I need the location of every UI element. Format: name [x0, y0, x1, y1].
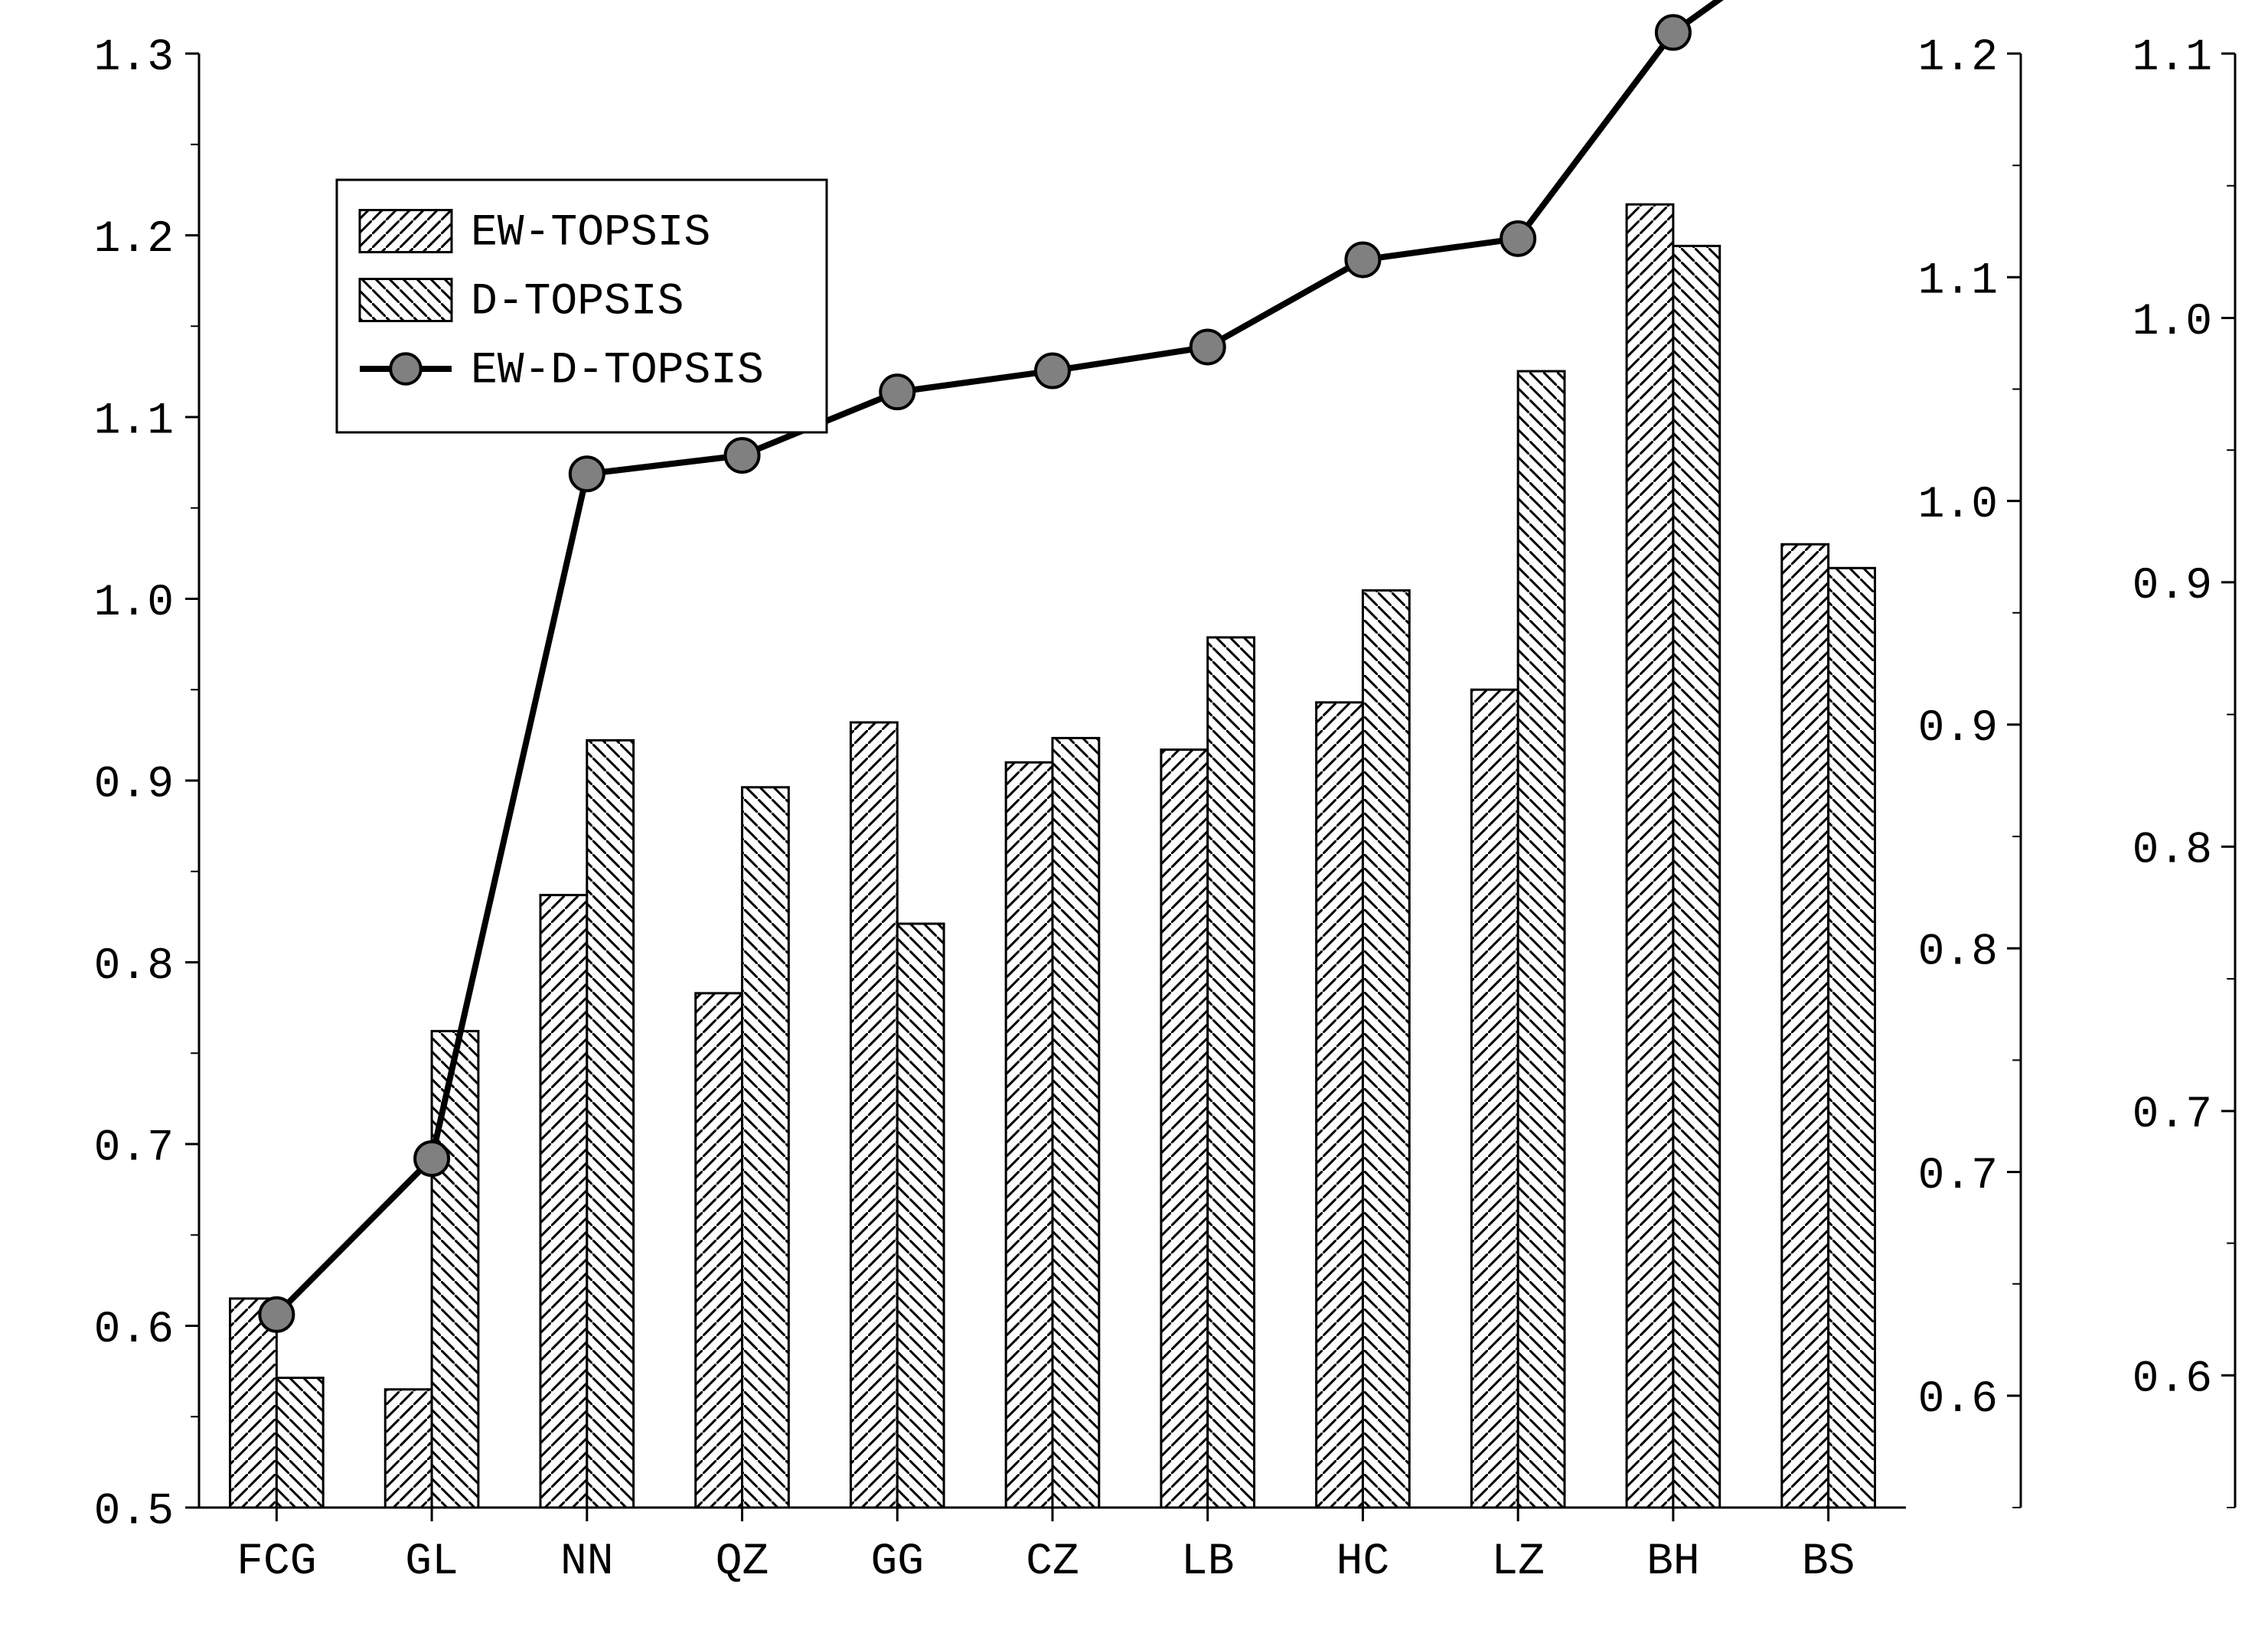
y-right3-tick-label: 1.0	[2133, 298, 2212, 347]
bar-d-topsis	[432, 1031, 478, 1508]
bar-ew-topsis	[1782, 544, 1829, 1508]
bar-ew-topsis	[1471, 689, 1518, 1508]
x-tick-label: LB	[1181, 1537, 1235, 1587]
legend-ew-topsis-swatch	[360, 210, 452, 253]
x-tick-label: GG	[870, 1537, 924, 1587]
bar-ew-topsis	[540, 895, 587, 1508]
legend-ew-topsis-label: EW-TOPSIS	[471, 208, 710, 258]
y-left-tick-label: 0.8	[94, 942, 174, 992]
marker-ew-d-topsis	[415, 1142, 449, 1175]
y-left-tick-label: 0.6	[94, 1306, 174, 1355]
bar-d-topsis	[1518, 371, 1565, 1508]
bar-ew-topsis	[850, 722, 897, 1508]
marker-ew-d-topsis	[570, 457, 604, 491]
marker-ew-d-topsis	[880, 375, 914, 409]
bar-d-topsis	[742, 787, 789, 1508]
y-left-tick-label: 0.5	[94, 1487, 174, 1537]
y-left-tick-label: 0.9	[94, 760, 174, 810]
x-tick-label: GL	[405, 1537, 458, 1587]
marker-ew-d-topsis	[1036, 354, 1069, 388]
bar-ew-topsis	[1317, 703, 1363, 1508]
y-right3-tick-label: 0.7	[2133, 1090, 2212, 1140]
legend: EW-TOPSIS D-TOPSIS EW-D-TOPSIS	[337, 180, 827, 432]
bar-d-topsis	[1362, 591, 1409, 1508]
legend-d-topsis-label: D-TOPSIS	[471, 277, 684, 327]
x-tick-label: LZ	[1491, 1537, 1545, 1587]
marker-ew-d-topsis	[726, 438, 759, 472]
bar-ew-topsis	[1627, 204, 1673, 1508]
bar-d-topsis	[1829, 568, 1875, 1508]
marker-ew-d-topsis	[1656, 15, 1690, 49]
legend-d-topsis-swatch	[360, 279, 452, 321]
y-right3-tick-label: 0.9	[2133, 562, 2212, 611]
marker-ew-d-topsis	[1501, 222, 1535, 256]
y-left-tick-label: 1.2	[94, 215, 174, 265]
y-left-tick-label: 1.1	[94, 396, 174, 446]
y-left-tick-label: 1.3	[94, 33, 174, 83]
x-tick-label: CZ	[1026, 1537, 1079, 1587]
bar-d-topsis	[1673, 246, 1720, 1508]
y-right3-tick-label: 1.1	[2133, 33, 2212, 83]
bar-d-topsis	[1208, 637, 1255, 1508]
y-right2-tick-label: 0.8	[1918, 928, 1998, 978]
y-right2-tick-label: 1.1	[1918, 257, 1998, 307]
y-right2-tick-label: 1.0	[1918, 481, 1998, 530]
x-tick-label: FCG	[237, 1537, 316, 1587]
bar-ew-topsis	[1161, 750, 1208, 1508]
legend-ew-d-topsis-label: EW-D-TOPSIS	[471, 346, 764, 396]
bar-d-topsis	[276, 1377, 323, 1508]
legend-ew-d-topsis-swatch	[390, 354, 421, 384]
marker-ew-d-topsis	[259, 1298, 293, 1332]
bar-d-topsis	[1052, 738, 1099, 1508]
y-right2-tick-label: 1.2	[1918, 33, 1998, 83]
x-tick-label: NN	[560, 1537, 614, 1587]
marker-ew-d-topsis	[1191, 330, 1225, 363]
marker-ew-d-topsis	[1346, 243, 1379, 276]
bar-d-topsis	[587, 740, 634, 1508]
y-right3-tick-label: 0.6	[2133, 1355, 2212, 1405]
bar-ew-topsis	[1006, 762, 1052, 1508]
y-left-tick-label: 1.0	[94, 579, 174, 628]
x-tick-label: BH	[1646, 1537, 1700, 1587]
y-right3-tick-label: 0.8	[2133, 826, 2212, 876]
y-right2-tick-label: 0.6	[1918, 1375, 1998, 1425]
bar-d-topsis	[897, 924, 944, 1508]
y-right2-tick-label: 0.9	[1918, 704, 1998, 754]
bar-ew-topsis	[385, 1390, 432, 1508]
x-tick-label: HC	[1336, 1537, 1390, 1587]
chart-container: 0.5 0.6 0.7 0.8 0.9 1.0 1.1 1.2 1.3 0.6 0.7 0.8 0.9 1…	[0, 0, 2268, 1643]
chart-svg: 0.5 0.6 0.7 0.8 0.9 1.0 1.1 1.2 1.3 0.6 0.7 0.8 0.9 1…	[0, 0, 2268, 1643]
x-tick-label: BS	[1802, 1537, 1855, 1587]
x-tick-label: QZ	[716, 1537, 769, 1587]
y-right2-tick-label: 0.7	[1918, 1152, 1998, 1201]
bar-ew-topsis	[696, 993, 742, 1508]
y-left-tick-label: 0.7	[94, 1123, 174, 1173]
